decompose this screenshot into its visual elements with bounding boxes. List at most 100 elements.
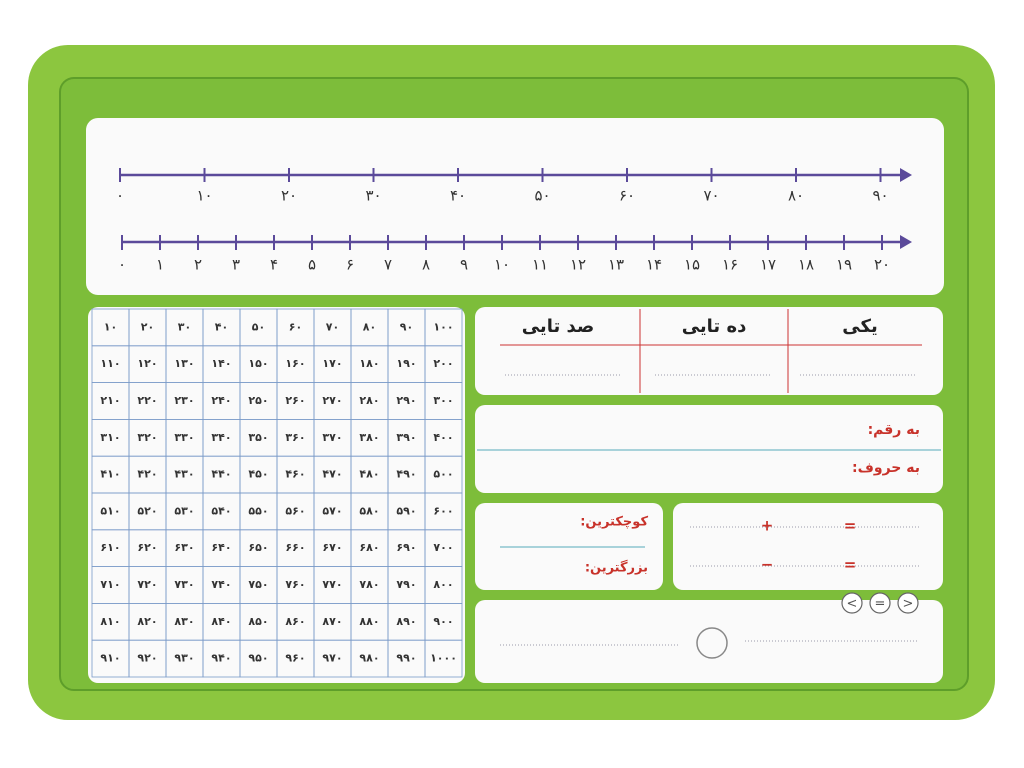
label: به حروف: xyxy=(852,460,920,476)
cell: ۳۶۰ xyxy=(285,431,305,444)
cell: ۲۸۰ xyxy=(359,394,379,407)
place-value-panel xyxy=(475,307,943,395)
cell: ۵۳۰ xyxy=(174,504,194,517)
hundred-chart-panel xyxy=(88,307,465,683)
tick-label: ۶ xyxy=(346,256,354,274)
cell: ۴۷۰ xyxy=(322,468,342,481)
tick-label: ۳۰ xyxy=(365,187,381,205)
cell: ۶۸۰ xyxy=(359,541,379,554)
cell: ۵۴۰ xyxy=(211,504,231,517)
cell: ۴۲۰ xyxy=(137,468,157,481)
symbol: = xyxy=(875,597,886,612)
cell: ۵۲۰ xyxy=(137,504,157,517)
cell: ۱۴۰ xyxy=(211,357,231,370)
arrow-head xyxy=(900,235,912,249)
cell: ۵۷۰ xyxy=(322,504,342,517)
cell: ۳۲۰ xyxy=(137,431,157,444)
cell: ۹۴۰ xyxy=(211,652,231,665)
tick-label: ۱ xyxy=(156,256,164,274)
cell: ۶۳۰ xyxy=(174,541,194,554)
tick-label: ۲۰ xyxy=(281,187,297,205)
comparison-panel xyxy=(475,600,943,683)
cell: ۱۹۰ xyxy=(396,357,416,370)
cell: ۵۸۰ xyxy=(359,504,379,517)
tick-label: ۱۲ xyxy=(570,256,586,274)
cell: ۲۴۰ xyxy=(211,394,231,407)
cell: ۵۰ xyxy=(252,320,265,333)
tick-label: ۱۴ xyxy=(646,256,662,274)
cell: ۷۰ xyxy=(326,320,339,333)
tick-label: ۱۰ xyxy=(196,187,212,205)
cell: ۷۳۰ xyxy=(174,578,194,591)
cell: ۷۵۰ xyxy=(248,578,268,591)
cell: ۸۵۰ xyxy=(248,615,268,628)
tick-label: ۱۳ xyxy=(608,256,624,274)
cell: ۲۵۰ xyxy=(248,394,268,407)
tick-label: ۲۰ xyxy=(874,256,890,274)
cell: ۸۸۰ xyxy=(359,615,379,628)
cell: ۱۱۰ xyxy=(100,357,120,370)
cell: ۹۸۰ xyxy=(359,652,379,665)
operator: = xyxy=(844,556,857,574)
cell: ۵۶۰ xyxy=(285,504,305,517)
operator: − xyxy=(761,556,774,574)
cell: ۲۷۰ xyxy=(322,394,342,407)
cell: ۹۲۰ xyxy=(137,652,157,665)
cell: ۷۶۰ xyxy=(285,578,305,591)
cell: ۲۲۰ xyxy=(137,394,157,407)
cell: ۴۹۰ xyxy=(396,468,416,481)
tick-label: ۴ xyxy=(270,256,278,274)
cell: ۳۰۰ xyxy=(433,394,453,407)
cell: ۴۱۰ xyxy=(100,468,120,481)
cell: ۲۰۰ xyxy=(433,357,453,370)
label: کوچکترین: xyxy=(580,515,648,530)
cell: ۲۰ xyxy=(141,320,154,333)
cell: ۴۰۰ xyxy=(433,431,453,444)
symbol: < xyxy=(847,597,858,612)
cell: ۸۰۰ xyxy=(433,578,453,591)
cell: ۵۵۰ xyxy=(248,504,268,517)
cell: ۸۶۰ xyxy=(285,615,305,628)
cell: ۸۱۰ xyxy=(100,615,120,628)
tick-label: ۴۰ xyxy=(450,187,466,205)
cell: ۵۱۰ xyxy=(100,504,120,517)
tick-label: ۳ xyxy=(232,256,240,274)
cell: ۷۷۰ xyxy=(322,578,342,591)
cell: ۷۰۰ xyxy=(433,541,453,554)
operator: = xyxy=(844,517,857,535)
cell: ۲۳۰ xyxy=(174,394,194,407)
tick-label: ۵ xyxy=(308,256,316,274)
number-lines: ۰ ۱۰ ۲۰ ۳۰ ۴۰ ۵۰ ۶۰ ۷۰ ۸۰ ۹۰۰ ۱ ۲ ۳ ۴ ۵ ۶ ۷ ۸ ۹ ۱۰ ۱۱ ۱۲ ۱۳ ۱۴ ۱… xyxy=(116,168,912,274)
cell: ۹۹۰ xyxy=(396,652,416,665)
header: یکی xyxy=(842,316,877,337)
cell: ۶۰ xyxy=(289,320,302,333)
cell: ۶۲۰ xyxy=(137,541,157,554)
cell: ۸۰ xyxy=(363,320,376,333)
cell: ۳۳۰ xyxy=(174,431,194,444)
blank-circle xyxy=(696,627,728,659)
tick-label: ۱۶ xyxy=(722,256,738,274)
cell: ۷۲۰ xyxy=(137,578,157,591)
cell-border xyxy=(424,639,463,678)
tick-label: ۱۷ xyxy=(760,256,776,274)
arrow-head xyxy=(900,168,912,182)
tick-label: ۹۰ xyxy=(872,187,888,205)
header: صد تایی xyxy=(522,316,595,337)
tick-label: ۸۰ xyxy=(788,187,804,205)
cell: ۷۹۰ xyxy=(396,578,416,591)
tick-label: ۸ xyxy=(422,256,430,274)
cell: ۴۳۰ xyxy=(174,468,194,481)
cell: ۴۸۰ xyxy=(359,468,379,481)
cell: ۹۵۰ xyxy=(248,652,268,665)
cell: ۳۹۰ xyxy=(396,431,416,444)
number-words-panel xyxy=(475,405,943,493)
tick-label: ۱۵ xyxy=(684,256,700,274)
cell: ۶۴۰ xyxy=(211,541,231,554)
cell: ۷۸۰ xyxy=(359,578,379,591)
cell: ۷۱۰ xyxy=(100,578,120,591)
header: ده تایی xyxy=(682,316,747,337)
cell: ۹۳۰ xyxy=(174,652,194,665)
tick-label: ۷۰ xyxy=(703,187,719,205)
cell: ۴۵۰ xyxy=(248,468,268,481)
